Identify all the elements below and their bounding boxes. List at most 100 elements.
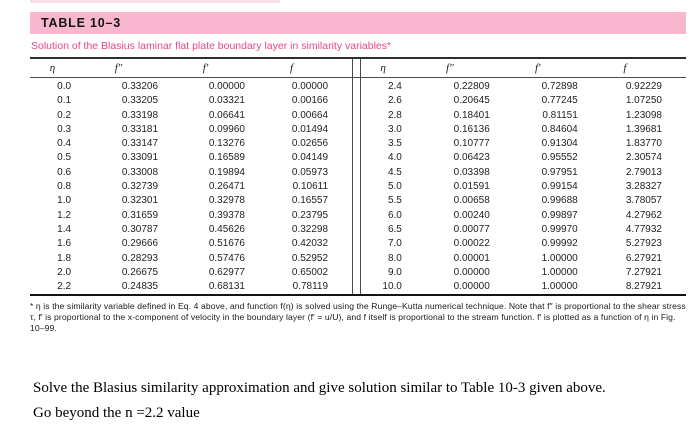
table-cell: 0.00000 (453, 266, 490, 278)
table-cell: 0.99154 (541, 181, 578, 193)
table-cell: 0.20645 (453, 95, 490, 107)
table-cell: 0.91304 (541, 138, 578, 150)
left-table-rows: 0.0 0.33206 0.00000 0.00000 0.1 0.33205 0.0332… (30, 80, 352, 294)
table-row: 0.1 0.33205 0.03321 0.00166 (30, 94, 352, 108)
table-cell: 0.78119 (292, 281, 329, 293)
right-header: η f″ f′ f (360, 59, 686, 77)
table-cell: 0.10611 (292, 181, 329, 193)
table-cell: 4.77932 (625, 223, 662, 235)
table-cell: 0.30787 (121, 223, 159, 235)
table-cell: 0.26471 (208, 181, 245, 193)
table-cell: 8.27921 (625, 281, 662, 293)
column-header-eta: η (49, 62, 56, 74)
data-table: η f″ f′ f η f″ f′ f 0.0 0.33206 0.00000 0.0… (30, 57, 686, 297)
column-header-eta: η (380, 62, 386, 74)
table-cell: 0.00000 (453, 281, 490, 293)
table-row: 10.0 0.00000 1.00000 8.27921 (360, 280, 686, 294)
table-cell: 0.09960 (208, 123, 245, 135)
table-cell: 8.0 (387, 252, 402, 264)
table-cell: 0.00000 (208, 81, 245, 92)
table-cell: 9.0 (387, 266, 402, 278)
table-cell: 2.4 (387, 81, 402, 92)
table-cell: 0.31659 (121, 209, 159, 221)
table-cell: 3.28327 (625, 181, 662, 193)
table-cell: 0.03398 (453, 166, 490, 178)
table-row: 3.0 0.16136 0.84604 1.39681 (360, 123, 686, 137)
table-row: 5.5 0.00658 0.99688 3.78057 (360, 194, 686, 208)
table-cell: 0.00077 (453, 223, 490, 235)
table-cell: 6.27921 (625, 252, 662, 264)
table-cell: 5.0 (387, 181, 402, 193)
table-row: 6.5 0.00077 0.99970 4.77932 (360, 223, 686, 237)
table-cell: 0.1 (57, 95, 72, 107)
table-cell: 0.06641 (208, 109, 245, 121)
table-cell: 6.0 (387, 209, 402, 221)
table-row: 1.0 0.32301 0.32978 0.16557 (30, 194, 352, 208)
table-row: 6.0 0.00240 0.99897 4.27962 (360, 209, 686, 223)
table-cell: 4.0 (387, 152, 402, 164)
table-cell: 5.5 (387, 195, 402, 207)
table-cell: 0.5 (57, 152, 72, 164)
table-footnote: * η is the similarity variable defined i… (30, 301, 686, 334)
table-10-3: TABLE 10–3 Solution of the Blasius lamin… (30, 12, 686, 334)
table-cell: 0.2 (57, 109, 72, 121)
table-cell: 0.32978 (208, 195, 245, 207)
table-row: 0.6 0.33008 0.19894 0.05973 (30, 166, 352, 180)
table-cell: 1.07250 (625, 95, 662, 107)
table-row: 3.5 0.10777 0.91304 1.83770 (360, 137, 686, 151)
table-cell: 0.51676 (208, 238, 245, 250)
table-cell: 0.33091 (121, 152, 159, 164)
table-cell: 2.2 (57, 281, 72, 293)
center-divider-line-right (360, 59, 362, 295)
table-row: 2.0 0.26675 0.62977 0.65002 (30, 266, 352, 280)
table-cell: 7.0 (387, 238, 402, 250)
table-cell: 1.39681 (625, 123, 662, 135)
table-cell: 0.16589 (208, 152, 245, 164)
table-cell: 2.0 (57, 266, 72, 278)
table-row: 1.6 0.29666 0.51676 0.42032 (30, 237, 352, 251)
table-cell: 0.03321 (208, 95, 245, 107)
table-row: 1.2 0.31659 0.39378 0.23795 (30, 209, 352, 223)
table-cell: 3.78057 (625, 195, 662, 207)
table-cell: 0.84604 (541, 123, 578, 135)
table-cell: 0.00240 (453, 209, 490, 221)
table-cell: 10.0 (382, 281, 402, 293)
table-row: 0.4 0.33147 0.13276 0.02656 (30, 137, 352, 151)
table-cell: 0.99992 (541, 238, 578, 250)
table-cell: 0.26675 (121, 266, 159, 278)
table-cell: 5.27923 (625, 238, 662, 250)
table-cell: 0.23795 (291, 209, 329, 221)
table-cell: 0.00000 (291, 81, 329, 92)
table-cell: 0.04149 (291, 152, 329, 164)
table-cell: 0.6 (57, 166, 72, 178)
table-cell: 1.6 (57, 238, 72, 250)
table-cell: 0.32739 (121, 181, 159, 193)
table-cell: 0.32298 (291, 223, 329, 235)
table-cell: 6.5 (387, 223, 402, 235)
column-header-f-doubleprime: f″ (114, 62, 123, 74)
table-cell: 0.52952 (291, 252, 329, 264)
table-row: 2.4 0.22809 0.72898 0.92229 (360, 80, 686, 94)
table-cell: 0.16136 (453, 123, 490, 135)
table-cell: 1.00000 (541, 281, 578, 293)
table-cell: 3.5 (387, 138, 402, 150)
table-cell: 0.33147 (121, 138, 159, 150)
table-cell: 1.23098 (625, 109, 662, 121)
column-header-f-prime: f′ (535, 62, 541, 74)
column-header-f: f (289, 62, 294, 74)
table-cell: 0.33008 (121, 166, 159, 178)
table-cell: 0.24835 (121, 281, 159, 293)
table-cell: 0.16557 (291, 195, 329, 207)
table-row: 9.0 0.00000 1.00000 7.27921 (360, 266, 686, 280)
table-cell: 0.18401 (453, 109, 490, 121)
table-cell: 2.8 (387, 109, 402, 121)
table-cell: 0.29666 (121, 238, 159, 250)
table-cell: 0.05973 (291, 166, 329, 178)
table-cell: 2.30574 (625, 152, 662, 164)
table-row: 4.5 0.03398 0.97951 2.79013 (360, 166, 686, 180)
problem-statement: Solve the Blasius similarity approximati… (33, 376, 683, 426)
table-row: 0.3 0.33181 0.09960 0.01494 (30, 123, 352, 137)
table-row: 2.2 0.24835 0.68131 0.78119 (30, 280, 352, 294)
table-cell: 0.99970 (541, 223, 578, 235)
table-cell: 2.6 (387, 95, 402, 107)
